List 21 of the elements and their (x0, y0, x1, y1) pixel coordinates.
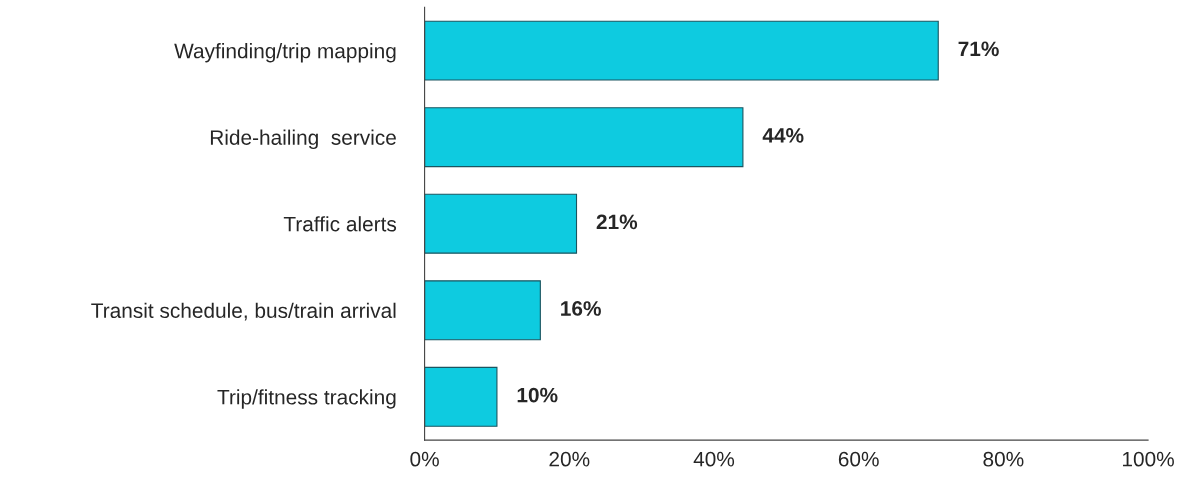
data-label: 71% (958, 41, 999, 57)
x-tick-label: 60% (838, 451, 879, 467)
data-label: 16% (561, 301, 601, 316)
x-tick-label: 80% (983, 451, 1024, 467)
bar (424, 280, 541, 341)
x-tick-label: 100% (1123, 451, 1174, 467)
bar (424, 193, 578, 254)
y-tick-label: Traffic alerts (283, 216, 397, 232)
x-tick-label: 0% (410, 451, 439, 467)
y-tick-label: Transit schedule, bus/train arrival (91, 302, 396, 321)
bar (424, 20, 939, 81)
x-tick-label: 40% (693, 451, 735, 467)
x-tick-label: 20% (549, 451, 590, 467)
data-label: 10% (517, 387, 558, 403)
bar (424, 107, 744, 168)
data-label: 21% (596, 214, 638, 230)
y-tick-label: Trip/fitness tracking (217, 389, 396, 409)
y-tick-label: Ride-hailing service (210, 129, 396, 150)
bar (424, 366, 498, 427)
data-label: 44% (762, 128, 804, 143)
y-tick-label: Wayfinding/trip mapping (174, 43, 396, 63)
